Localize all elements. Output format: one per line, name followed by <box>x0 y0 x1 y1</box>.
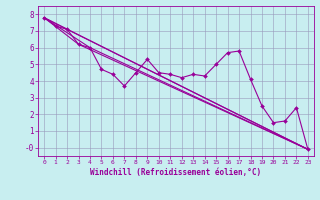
X-axis label: Windchill (Refroidissement éolien,°C): Windchill (Refroidissement éolien,°C) <box>91 168 261 177</box>
